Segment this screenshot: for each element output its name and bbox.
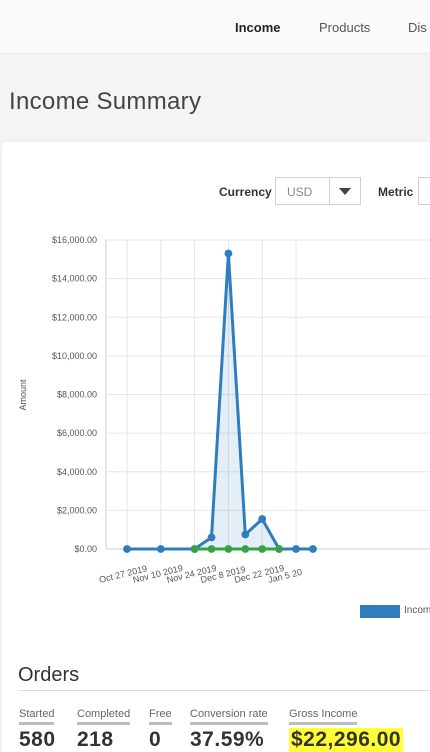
top-navigation: Income Products Dis [0, 0, 430, 54]
page-title: Income Summary [9, 88, 202, 115]
data-point[interactable] [123, 545, 131, 553]
y-tick-label: $4,000.00 [57, 467, 97, 477]
data-point[interactable] [258, 515, 267, 523]
y-tick-label: $14,000.00 [52, 274, 97, 284]
stat-gross-income: Gross Income $22,296.00 [289, 704, 404, 752]
orders-divider [18, 690, 430, 691]
data-point[interactable] [207, 533, 216, 542]
data-point[interactable] [258, 545, 267, 553]
data-point[interactable] [190, 545, 199, 553]
data-point[interactable] [241, 545, 250, 553]
data-point[interactable] [224, 249, 233, 258]
currency-select[interactable]: USD [275, 177, 330, 205]
stat-label: Conversion rate [190, 708, 268, 725]
data-point[interactable] [292, 545, 300, 553]
stat-value: 0 [149, 728, 162, 751]
data-point[interactable] [309, 545, 317, 553]
orders-title: Orders [18, 664, 80, 686]
y-tick-label: $12,000.00 [52, 312, 97, 322]
stat-started: Started 580 [19, 704, 56, 752]
nav-item-products[interactable]: Products [319, 20, 371, 35]
stat-label: Completed [77, 708, 131, 725]
y-tick-label: $8,000.00 [57, 390, 97, 400]
y-axis-title: Amount [18, 379, 28, 411]
legend-swatch[interactable] [360, 605, 400, 618]
stat-free: Free 0 [149, 704, 172, 752]
y-tick-label: $6,000.00 [57, 428, 97, 438]
y-tick-label: $10,000.00 [52, 351, 97, 361]
y-tick-label: $16,000.00 [52, 235, 97, 245]
stat-conversion-rate: Conversion rate 37.59% [190, 704, 268, 752]
data-point[interactable] [275, 545, 284, 553]
currency-label: Currency [219, 185, 272, 199]
stat-label: Free [149, 708, 172, 725]
stat-completed: Completed 218 [77, 704, 131, 752]
currency-dropdown-button[interactable] [329, 177, 361, 205]
currency-select-value: USD [287, 185, 313, 199]
y-tick-label: $2,000.00 [57, 505, 97, 515]
metric-label: Metric [378, 185, 414, 199]
data-point[interactable] [241, 530, 250, 539]
metric-select[interactable] [418, 177, 430, 205]
data-point[interactable] [207, 545, 216, 553]
stat-value: $22,296.00 [289, 728, 404, 752]
stat-value: 37.59% [190, 728, 265, 751]
stat-value: 218 [77, 728, 114, 751]
nav-item-income[interactable]: Income [235, 20, 281, 35]
caret-down-icon [339, 188, 351, 195]
stat-label: Started [19, 708, 55, 725]
stat-value: 580 [19, 728, 56, 751]
data-point[interactable] [224, 545, 233, 553]
legend-label[interactable]: Incom [404, 605, 430, 616]
series-line-0 [127, 252, 313, 551]
nav-item-discounts[interactable]: Dis [408, 20, 427, 35]
stat-label: Gross Income [289, 708, 358, 725]
y-tick-label: $0.00 [74, 544, 97, 554]
data-point[interactable] [156, 545, 165, 553]
